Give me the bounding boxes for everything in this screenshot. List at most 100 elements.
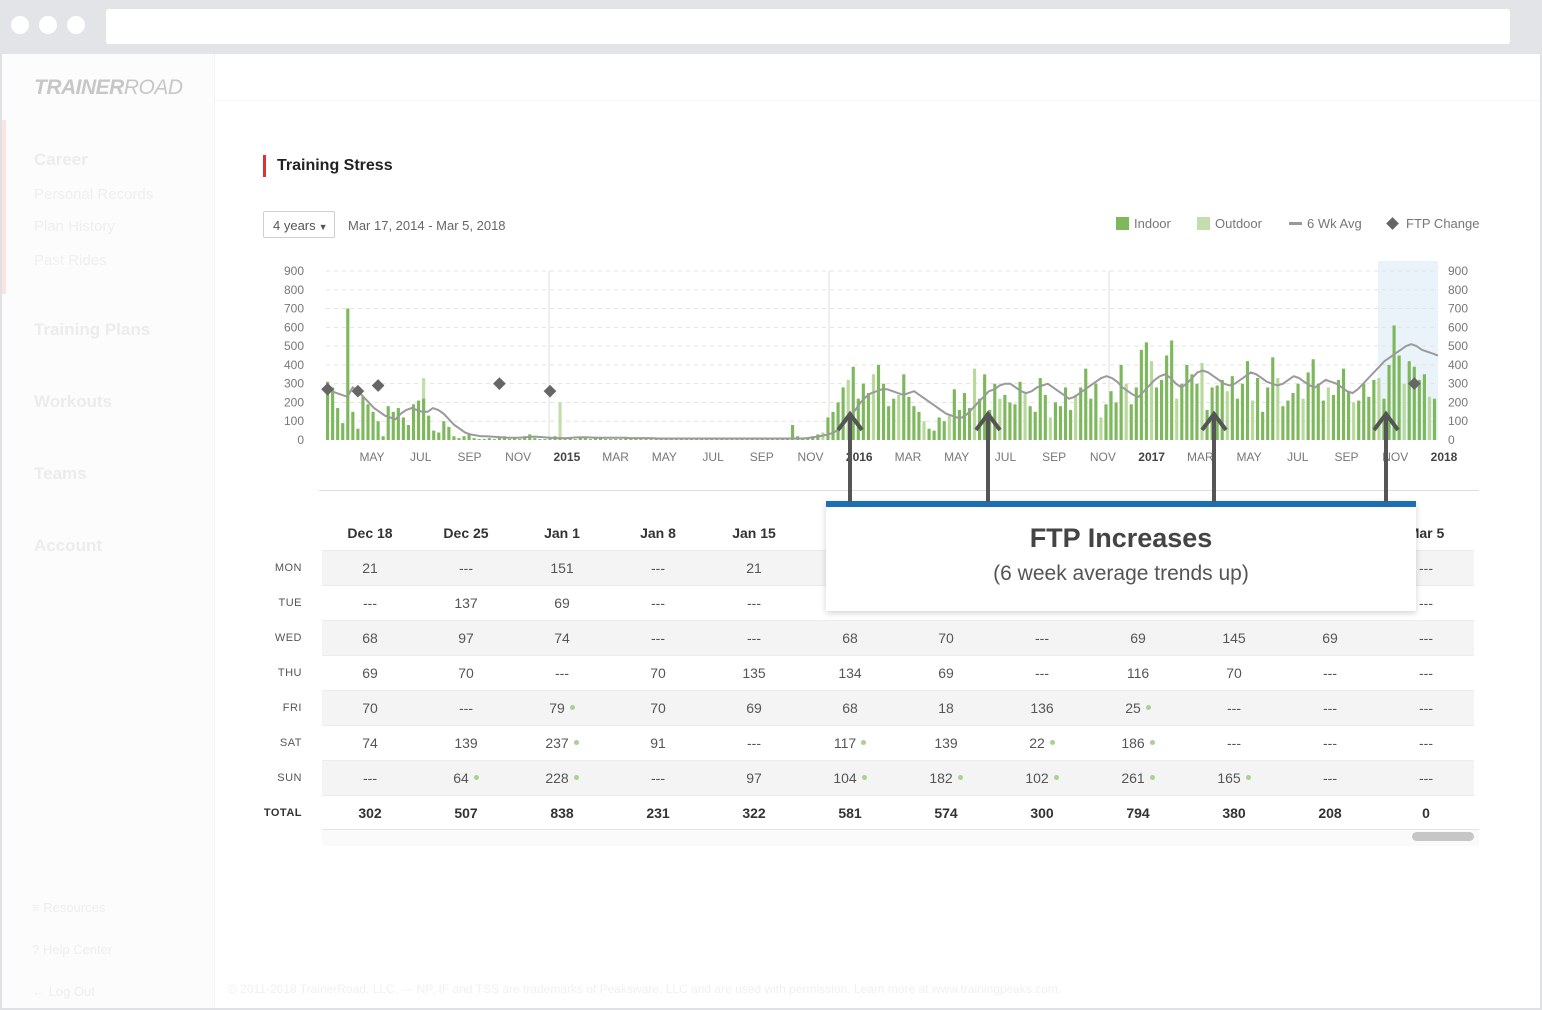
table-cell[interactable]: 182 bbox=[898, 760, 994, 796]
cell-value: --- bbox=[1419, 700, 1433, 716]
table-cell[interactable]: 70 bbox=[898, 620, 994, 656]
window-minimize-dot[interactable] bbox=[39, 16, 57, 34]
table-cell[interactable]: 151 bbox=[514, 550, 610, 586]
table-cell[interactable]: 91 bbox=[610, 725, 706, 761]
window-maximize-dot[interactable] bbox=[67, 16, 85, 34]
table-cell[interactable]: --- bbox=[610, 550, 706, 586]
table-cell[interactable]: 68 bbox=[322, 620, 418, 656]
table-cell[interactable]: 102 bbox=[994, 760, 1090, 796]
table-cell[interactable]: 69 bbox=[1282, 620, 1378, 656]
nav-account[interactable]: Account bbox=[34, 536, 102, 555]
table-cell[interactable]: 97 bbox=[706, 760, 802, 796]
table-cell[interactable]: --- bbox=[610, 620, 706, 656]
address-bar[interactable] bbox=[106, 9, 1510, 44]
table-cell[interactable]: 104 bbox=[802, 760, 898, 796]
table-cell[interactable]: 18 bbox=[898, 690, 994, 726]
table-cell[interactable]: 68 bbox=[802, 690, 898, 726]
table-cell[interactable]: 137 bbox=[418, 585, 514, 621]
logout-icon: ← bbox=[32, 984, 49, 999]
table-cell[interactable]: --- bbox=[706, 585, 802, 621]
x-tick-label: SEP bbox=[1042, 450, 1066, 464]
table-cell[interactable]: --- bbox=[1282, 725, 1378, 761]
table-cell[interactable]: 186 bbox=[1090, 725, 1186, 761]
help-icon: ? bbox=[32, 942, 43, 957]
table-cell[interactable]: 21 bbox=[706, 550, 802, 586]
table-cell[interactable]: 145 bbox=[1186, 620, 1282, 656]
table-cell[interactable]: 135 bbox=[706, 655, 802, 691]
trainerroad-logo[interactable]: TRAINERROAD bbox=[34, 76, 183, 99]
table-cell[interactable]: 25 bbox=[1090, 690, 1186, 726]
range-select[interactable]: 4 years ▼ bbox=[263, 211, 335, 238]
table-cell[interactable]: --- bbox=[994, 655, 1090, 691]
table-cell[interactable]: 69 bbox=[1090, 620, 1186, 656]
table-cell[interactable]: --- bbox=[994, 620, 1090, 656]
table-cell[interactable]: 74 bbox=[514, 620, 610, 656]
table-cell[interactable]: 69 bbox=[898, 655, 994, 691]
nav-teams[interactable]: Teams bbox=[34, 464, 87, 483]
table-cell[interactable]: --- bbox=[1378, 760, 1474, 796]
table-cell[interactable]: 165 bbox=[1186, 760, 1282, 796]
table-cell[interactable]: 64 bbox=[418, 760, 514, 796]
table-cell[interactable]: --- bbox=[418, 550, 514, 586]
nav-resources[interactable]: ≡ Resources bbox=[32, 900, 106, 915]
table-cell[interactable]: 22 bbox=[994, 725, 1090, 761]
nav-past-rides[interactable]: Past Rides bbox=[34, 252, 107, 269]
nav-career[interactable]: Career bbox=[34, 150, 88, 169]
indoor-bar bbox=[1372, 379, 1376, 440]
table-cell[interactable]: --- bbox=[1378, 725, 1474, 761]
nav-training-plans[interactable]: Training Plans bbox=[34, 320, 151, 339]
table-cell[interactable]: 139 bbox=[418, 725, 514, 761]
table-cell[interactable]: 116 bbox=[1090, 655, 1186, 691]
table-cell[interactable]: 69 bbox=[706, 690, 802, 726]
table-cell[interactable]: 139 bbox=[898, 725, 994, 761]
nav-log-out[interactable]: ← Log Out bbox=[32, 984, 95, 999]
table-cell[interactable]: --- bbox=[1282, 760, 1378, 796]
nav-workouts[interactable]: Workouts bbox=[34, 392, 113, 411]
table-cell[interactable]: 117 bbox=[802, 725, 898, 761]
table-cell[interactable]: --- bbox=[706, 725, 802, 761]
nav-personal-records[interactable]: Personal Records bbox=[34, 186, 154, 203]
table-cell[interactable]: --- bbox=[1282, 655, 1378, 691]
table-scroll-track[interactable] bbox=[322, 829, 1479, 846]
window-close-dot[interactable] bbox=[11, 16, 29, 34]
table-cell[interactable]: 237 bbox=[514, 725, 610, 761]
table-cell[interactable]: --- bbox=[1186, 690, 1282, 726]
table-cell[interactable]: 70 bbox=[610, 690, 706, 726]
table-cell[interactable]: 69 bbox=[514, 585, 610, 621]
nav-plan-history[interactable]: Plan History bbox=[34, 218, 115, 235]
table-cell[interactable]: 261 bbox=[1090, 760, 1186, 796]
app-window: TRAINERROAD Career Personal Records Plan… bbox=[2, 54, 1540, 1008]
table-cell[interactable]: --- bbox=[1378, 690, 1474, 726]
table-cell[interactable]: 134 bbox=[802, 655, 898, 691]
indoor-bar bbox=[604, 439, 608, 440]
table-cell[interactable]: 70 bbox=[418, 655, 514, 691]
cell-value: --- bbox=[747, 735, 761, 751]
table-cell[interactable]: --- bbox=[1378, 655, 1474, 691]
table-cell[interactable]: --- bbox=[322, 760, 418, 796]
training-stress-chart[interactable]: 0 0 100 100 200 200 300 300 400 400 500 500 600 600 70… bbox=[242, 254, 1482, 474]
table-cell[interactable]: --- bbox=[418, 690, 514, 726]
table-cell[interactable]: --- bbox=[706, 620, 802, 656]
table-cell[interactable]: --- bbox=[1186, 725, 1282, 761]
table-cell[interactable]: 70 bbox=[610, 655, 706, 691]
table-cell[interactable]: 228 bbox=[514, 760, 610, 796]
table-cell[interactable]: --- bbox=[322, 585, 418, 621]
table-cell[interactable]: 136 bbox=[994, 690, 1090, 726]
table-cell[interactable]: --- bbox=[514, 655, 610, 691]
table-cell[interactable]: 70 bbox=[1186, 655, 1282, 691]
table-cell[interactable]: 97 bbox=[418, 620, 514, 656]
nav-help-center[interactable]: ? Help Center bbox=[32, 942, 113, 957]
table-cell[interactable]: --- bbox=[610, 585, 706, 621]
table-cell[interactable]: 68 bbox=[802, 620, 898, 656]
table-cell[interactable]: --- bbox=[1378, 620, 1474, 656]
indoor-bar bbox=[745, 439, 749, 440]
table-cell[interactable]: 79 bbox=[514, 690, 610, 726]
table-cell[interactable]: 69 bbox=[322, 655, 418, 691]
table-cell[interactable]: --- bbox=[610, 760, 706, 796]
table-cell[interactable]: 74 bbox=[322, 725, 418, 761]
table-cell[interactable]: 21 bbox=[322, 550, 418, 586]
table-cell[interactable]: 70 bbox=[322, 690, 418, 726]
table-cell[interactable]: --- bbox=[1282, 690, 1378, 726]
table-scrollbar-thumb[interactable] bbox=[1412, 832, 1474, 841]
outdoor-dot-icon bbox=[1149, 774, 1155, 780]
